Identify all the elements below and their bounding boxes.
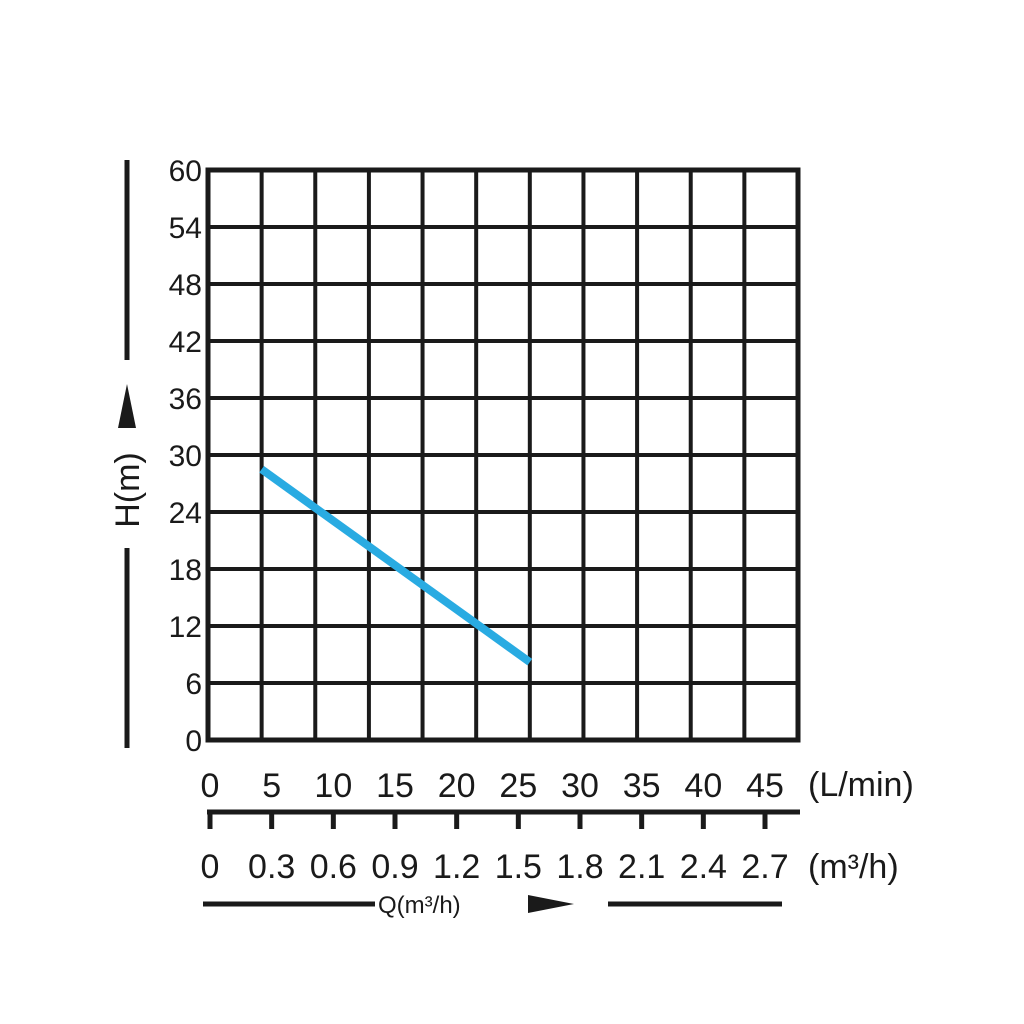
x-tick-labels-m3h: 0 0.3 0.6 0.9 1.2 1.5 1.8 2.1 2.4 2.7: [201, 848, 789, 886]
y-tick-label: 0: [185, 725, 202, 758]
y-tick-label: 24: [169, 497, 202, 530]
performance-curve: [259, 466, 533, 666]
x-tick-labels-lmin: 0 5 10 15 20 25 30 35 40 45: [201, 767, 784, 805]
x-tick-label-lmin: 20: [438, 767, 476, 805]
y-tick-label: 48: [169, 269, 202, 302]
x-unit-m3h: (m³/h): [808, 848, 899, 886]
x-tick-label-m3h: 1.8: [556, 848, 603, 886]
y-tick-label: 6: [185, 668, 202, 701]
x-tick-label-m3h: 1.2: [433, 848, 480, 886]
x-tick-label-lmin: 15: [376, 767, 414, 805]
y-axis-arrow-icon: [118, 384, 136, 428]
y-tick-label: 60: [169, 155, 202, 188]
y-tick-label: 30: [169, 440, 202, 473]
x-tick-label-m3h: 2.1: [618, 848, 665, 886]
y-tick-label: 36: [169, 383, 202, 416]
x-tick-label-lmin: 5: [262, 767, 281, 805]
y-tick-label: 42: [169, 326, 202, 359]
x-tick-label-lmin: 10: [314, 767, 352, 805]
y-tick-labels: 0 6 12 18 24 30 36 42 48 54 60: [169, 155, 202, 758]
x-tick-label-m3h: 0.9: [371, 848, 418, 886]
x-tick-label-lmin: 40: [684, 767, 722, 805]
x-tick-label-lmin: 0: [201, 767, 220, 805]
y-tick-label: 54: [169, 212, 202, 245]
x-tick-label-m3h: 0.3: [248, 848, 295, 886]
secondary-axis: [207, 809, 800, 829]
x-axis-arrow-icon: [528, 895, 574, 913]
y-tick-label: 18: [169, 554, 202, 587]
x-tick-label-m3h: 2.7: [741, 848, 788, 886]
y-axis-label: H(m): [109, 452, 147, 528]
x-tick-label-lmin: 35: [623, 767, 661, 805]
x-unit-lmin: (L/min): [808, 766, 914, 804]
x-tick-label-lmin: 45: [746, 767, 784, 805]
x-tick-label-lmin: 25: [499, 767, 537, 805]
x-tick-label-m3h: 1.5: [495, 848, 542, 886]
x-axis-label: Q(m³/h): [378, 892, 461, 919]
plot-grid: [205, 167, 801, 743]
x-tick-label-m3h: 0.6: [310, 848, 357, 886]
x-tick-label-lmin: 30: [561, 767, 599, 805]
y-tick-label: 12: [169, 611, 202, 644]
x-tick-label-m3h: 2.4: [680, 848, 727, 886]
x-tick-label-m3h: 0: [201, 848, 220, 886]
